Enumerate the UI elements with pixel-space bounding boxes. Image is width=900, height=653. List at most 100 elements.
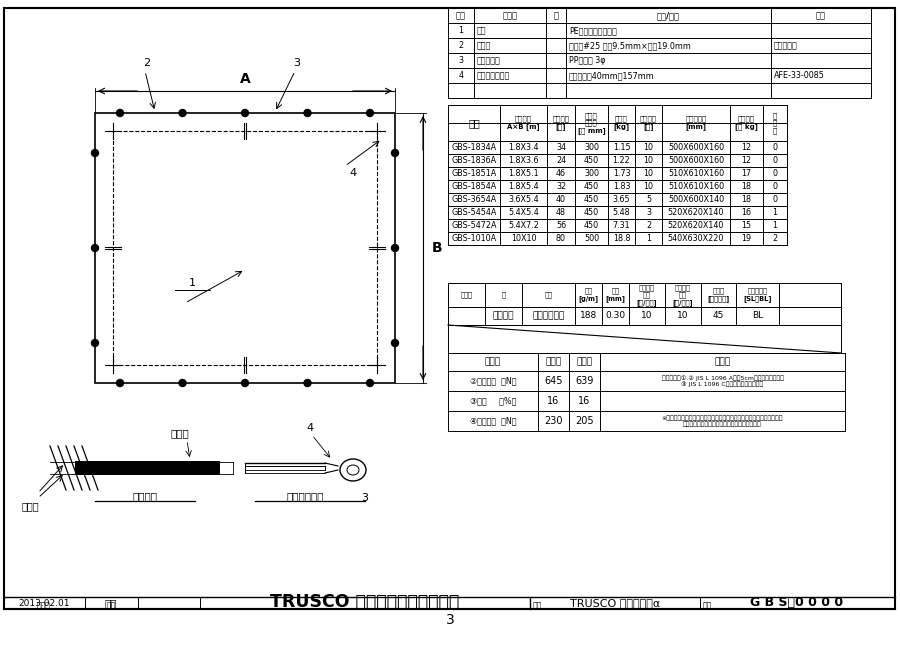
- Text: 450: 450: [584, 208, 599, 217]
- Text: 3: 3: [458, 56, 464, 65]
- Circle shape: [366, 379, 373, 387]
- Text: 3.65: 3.65: [613, 195, 630, 204]
- Text: 質量
[g/m]: 質量 [g/m]: [579, 288, 599, 302]
- Text: 450: 450: [584, 221, 599, 230]
- Bar: [75, 461, 220, 475]
- Text: ロープ部断面: ロープ部断面: [286, 491, 324, 501]
- Text: 24: 24: [556, 156, 566, 165]
- Text: 梱包重量
[約 kg]: 梱包重量 [約 kg]: [735, 116, 758, 130]
- Bar: [113, 131, 377, 365]
- Text: 16: 16: [547, 396, 560, 406]
- Circle shape: [92, 150, 98, 157]
- Text: 645: 645: [544, 376, 562, 386]
- Text: 梱包サイズ
[mm]: 梱包サイズ [mm]: [686, 116, 706, 130]
- Text: 本体断面: 本体断面: [132, 491, 157, 501]
- Text: 色: 色: [501, 292, 506, 298]
- Text: 3: 3: [446, 613, 454, 627]
- Bar: [448, 283, 841, 307]
- Text: ホワイト: ホワイト: [493, 311, 514, 321]
- Text: た　て: た て: [545, 357, 562, 366]
- Text: 2: 2: [143, 58, 150, 68]
- Text: 80: 80: [556, 234, 566, 243]
- Text: G B S－0 0 0 0: G B S－0 0 0 0: [751, 596, 843, 609]
- Text: 1.8X5.1: 1.8X5.1: [508, 169, 539, 178]
- Text: GBS-1851A: GBS-1851A: [452, 169, 497, 178]
- Text: 材質/寸法: 材質/寸法: [657, 11, 680, 20]
- Text: 品番: 品番: [468, 118, 480, 128]
- Text: 46: 46: [556, 169, 566, 178]
- Text: 1: 1: [772, 221, 778, 230]
- Text: 540X630X220: 540X630X220: [668, 234, 724, 243]
- Text: GBS-5454A: GBS-5454A: [451, 208, 497, 217]
- Text: 備考: 備考: [816, 11, 826, 20]
- Text: GBS-1010A: GBS-1010A: [452, 234, 497, 243]
- Text: 0: 0: [772, 156, 778, 165]
- Text: 寸法規格
A×B [m]: 寸法規格 A×B [m]: [508, 116, 540, 130]
- Text: 5.48: 5.48: [613, 208, 630, 217]
- Text: ④引裂強度  ［N］: ④引裂強度 ［N］: [470, 417, 517, 426]
- Circle shape: [241, 379, 248, 387]
- Text: 3: 3: [293, 58, 301, 68]
- Text: 1.8X3.4: 1.8X3.4: [508, 143, 539, 152]
- Text: 防炎認定ラベル: 防炎認定ラベル: [477, 71, 510, 80]
- Text: 500X600X140: 500X600X140: [668, 195, 724, 204]
- Text: ポリエチレン: ポリエチレン: [533, 311, 564, 321]
- Text: 12: 12: [742, 143, 751, 152]
- Text: 0: 0: [772, 169, 778, 178]
- Text: 製造元刻印: 製造元刻印: [774, 41, 797, 50]
- Text: ③伸度     ［%］: ③伸度 ［%］: [470, 396, 517, 406]
- Text: GBS-1836A: GBS-1836A: [452, 156, 497, 165]
- Bar: [448, 325, 841, 353]
- Text: 10: 10: [677, 311, 688, 321]
- Text: 56: 56: [556, 221, 566, 230]
- Text: 10X10: 10X10: [511, 234, 536, 243]
- Text: 18: 18: [742, 182, 751, 191]
- Text: ＮＯ: ＮＯ: [456, 11, 466, 20]
- Text: 18.8: 18.8: [613, 234, 630, 243]
- Text: 備　考: 備 考: [715, 357, 731, 366]
- Text: 12: 12: [742, 156, 751, 165]
- Text: 防炎シート40mm・157mm: 防炎シート40mm・157mm: [569, 71, 655, 80]
- Text: 40: 40: [556, 195, 566, 204]
- Text: A: A: [239, 72, 250, 86]
- Text: 510X610X160: 510X610X160: [668, 182, 724, 191]
- Text: 萨原: 萨原: [104, 598, 117, 608]
- Circle shape: [116, 110, 123, 116]
- Circle shape: [92, 244, 98, 251]
- Circle shape: [116, 379, 123, 387]
- Text: 1.22: 1.22: [613, 156, 630, 165]
- Circle shape: [392, 340, 399, 347]
- Text: 34: 34: [556, 143, 566, 152]
- Text: 450: 450: [584, 156, 599, 165]
- Text: 16: 16: [742, 208, 751, 217]
- Text: B: B: [432, 241, 442, 255]
- Text: 3: 3: [646, 208, 651, 217]
- Text: 1: 1: [646, 234, 651, 243]
- Text: 0: 0: [772, 195, 778, 204]
- Text: 1.8X5.4: 1.8X5.4: [508, 182, 539, 191]
- Text: 3: 3: [362, 493, 368, 503]
- Text: 450: 450: [584, 195, 599, 204]
- Text: ラミ厚: ラミ厚: [22, 501, 39, 511]
- Text: 2: 2: [772, 234, 778, 243]
- Text: TRUSCO 防炎シートα: TRUSCO 防炎シートα: [570, 598, 660, 608]
- Text: 300: 300: [584, 169, 599, 178]
- Text: BL: BL: [752, 311, 763, 321]
- Circle shape: [392, 150, 399, 157]
- Text: 5: 5: [646, 195, 651, 204]
- Text: 7.31: 7.31: [613, 221, 630, 230]
- Text: アルミ#25 内径9.5mm×外径19.0mm: アルミ#25 内径9.5mm×外径19.0mm: [569, 41, 691, 50]
- Text: 4: 4: [349, 168, 356, 178]
- Text: GBS-1854A: GBS-1854A: [452, 182, 497, 191]
- Text: ※左記に示した数値は当社での測定値であり、保障値ではありません。
本材料使用上の目安としてお取り扱い下さい。: ※左記に示した数値は当社での測定値であり、保障値ではありません。 本材料使用上の…: [662, 415, 783, 427]
- Bar: [95, 113, 395, 383]
- Text: 5.4X5.4: 5.4X5.4: [508, 208, 539, 217]
- Text: 188: 188: [580, 311, 597, 321]
- Text: 梱包数量
[枚]: 梱包数量 [枚]: [640, 116, 657, 130]
- Text: 500X600X160: 500X600X160: [668, 156, 724, 165]
- Text: 1: 1: [458, 26, 464, 35]
- Text: 品名: 品名: [533, 601, 542, 610]
- Circle shape: [366, 110, 373, 116]
- Text: 520X620X140: 520X620X140: [668, 221, 724, 230]
- Text: 10: 10: [641, 311, 652, 321]
